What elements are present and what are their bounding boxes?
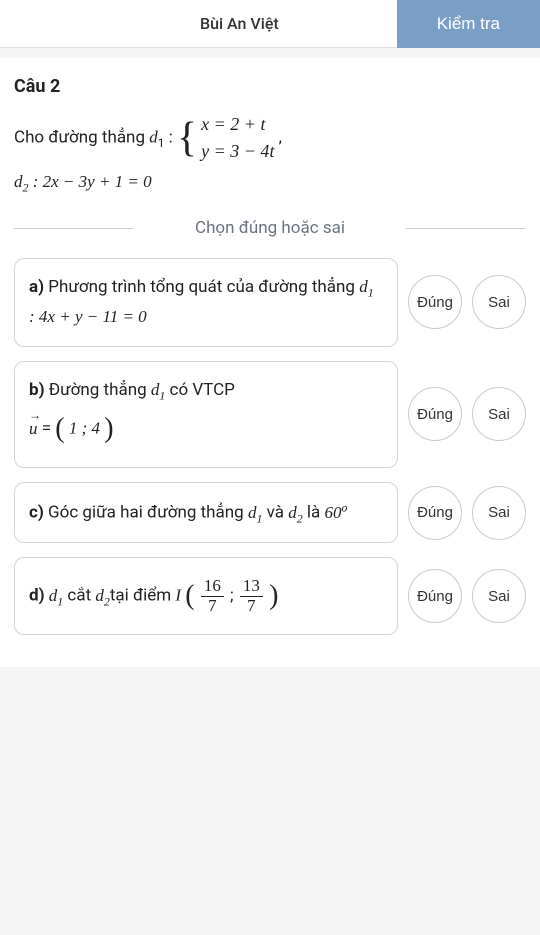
true-button-b[interactable]: Đúng [408,387,462,441]
option-letter: d) [29,586,45,606]
option-c-pre: Góc giữa hai đường thẳng [44,503,248,523]
option-c-and: và [262,503,288,523]
option-row-b: b) Đường thẳng d1 có VTCP →u = ( 1 ; 4 )… [14,361,526,468]
option-c: c) Góc giữa hai đường thẳng d1 và d2 là … [14,482,398,543]
lparen-icon: ( [185,580,194,611]
check-button[interactable]: Kiểm tra [397,0,540,48]
question-content: Câu 2 Cho đường thẳng d1 : { x = 2 + t y… [0,58,540,667]
eq-line2: y = 3 − 4t [201,138,274,165]
option-a: a) Phương trình tổng quát của đường thẳn… [14,258,398,347]
false-button-c[interactable]: Sai [472,486,526,540]
parametric-system: { x = 2 + t y = 3 − 4t [177,111,274,165]
true-button-d[interactable]: Đúng [408,569,462,623]
angle-value: 60o [324,503,347,522]
false-button-d[interactable]: Sai [472,569,526,623]
false-button-a[interactable]: Sai [472,275,526,329]
option-letter: a) [29,277,44,297]
fraction-2: 137 [240,577,263,615]
question-number: Câu 2 [14,76,526,97]
lparen-icon: ( [55,413,64,444]
option-d-d2: d2 [95,586,109,605]
true-button-a[interactable]: Đúng [408,275,462,329]
eq-line1: x = 2 + t [201,111,274,138]
option-row-d: d) d1 cắt d2tại điểm I ( 167 ; 137 ) Đún… [14,557,526,635]
option-letter: b) [29,380,45,400]
option-b-pre: Đường thẳng [45,380,151,400]
option-d-at: tại điểm [110,586,176,606]
rparen-icon: ) [269,580,278,611]
prompt-prefix: Cho đường thẳng [14,127,149,147]
student-name: Bùi An Việt [200,14,279,33]
option-d-d1: d1 [49,586,63,605]
option-c-d2: d2 [288,503,302,522]
true-button-c[interactable]: Đúng [408,486,462,540]
instruction-text: Chọn đúng hoặc sai [14,218,526,238]
option-row-c: c) Góc giữa hai đường thẳng d1 và d2 là … [14,482,526,543]
option-letter: c) [29,503,44,523]
brace-icon: { [177,117,197,159]
vector-u: →u [29,415,38,444]
vector-value: 1 ; 4 [69,419,100,438]
point-i: I [175,586,181,605]
rparen-icon: ) [104,413,113,444]
header-bar: Bùi An Việt Kiểm tra [0,0,540,48]
option-c-post: là [303,503,325,523]
d2-equation: d2 : 2x − 3y + 1 = 0 [14,172,152,191]
system-equations: x = 2 + t y = 3 − 4t [201,111,274,165]
option-row-a: a) Phương trình tổng quát của đường thẳn… [14,258,526,347]
option-a-pre: Phương trình tổng quát của đường thẳng [44,277,359,297]
d1-sub: 1 [158,136,165,150]
false-button-b[interactable]: Sai [472,387,526,441]
option-c-d1: d1 [248,503,262,522]
option-b-d1: d1 [151,380,165,399]
option-b: b) Đường thẳng d1 có VTCP →u = ( 1 ; 4 ) [14,361,398,468]
option-d: d) d1 cắt d2tại điểm I ( 167 ; 137 ) [14,557,398,635]
arrow-icon: → [29,405,41,425]
d1-symbol: d [149,127,158,146]
problem-statement: Cho đường thẳng d1 : { x = 2 + t y = 3 −… [14,111,526,200]
comma: , [279,127,282,147]
option-d-cut: cắt [63,586,95,606]
fraction-1: 167 [201,577,224,615]
option-b-mid: có VTCP [165,380,235,400]
